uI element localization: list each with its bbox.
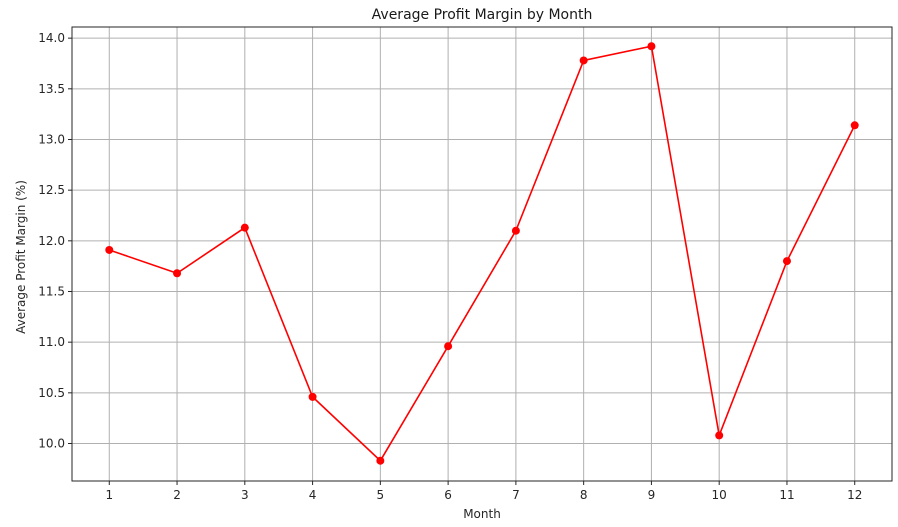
x-tick-label: 5: [377, 488, 385, 502]
data-point: [715, 431, 724, 440]
y-tick-label: 14.0: [38, 31, 65, 45]
y-tick-label: 13.5: [38, 82, 65, 96]
data-point: [444, 342, 453, 351]
plot-frame: [71, 26, 893, 482]
y-axis-title: Average Profit Margin (%): [14, 180, 28, 334]
data-point: [308, 392, 317, 401]
data-point: [173, 269, 182, 278]
x-tick-label: 12: [847, 488, 862, 502]
x-tick-label: 10: [712, 488, 727, 502]
x-tick-label: 2: [173, 488, 181, 502]
grid: [72, 27, 892, 481]
y-tick-label: 10.5: [38, 386, 65, 400]
data-point: [782, 257, 791, 266]
x-tick-label: 11: [779, 488, 794, 502]
x-tick-label: 4: [309, 488, 317, 502]
axes: 1 2 3 4 5 6 7 8 9 10 11 1210.010.511.011.512.012.51…: [38, 26, 893, 502]
data-point: [105, 245, 114, 254]
series-line: [109, 45, 856, 463]
x-tick-label: 8: [580, 488, 588, 502]
x-tick-label: 1: [105, 488, 113, 502]
x-tick-label: 9: [648, 488, 656, 502]
data-point: [647, 42, 656, 51]
x-tick-label: 6: [444, 488, 452, 502]
data-point: [376, 456, 385, 465]
y-tick-label: 13.0: [38, 132, 65, 146]
y-tick-label: 11.0: [38, 335, 65, 349]
y-tick-label: 11.5: [38, 284, 65, 298]
data-point: [850, 121, 859, 130]
y-tick-label: 10.0: [38, 437, 65, 451]
y-tick-label: 12.0: [38, 234, 65, 248]
x-axis-title: Month: [463, 507, 501, 521]
series-layer: [105, 42, 859, 465]
x-tick-label: 3: [241, 488, 249, 502]
data-point: [579, 56, 588, 65]
data-point: [240, 223, 249, 232]
chart-title: Average Profit Margin by Month: [372, 7, 593, 23]
x-tick-label: 7: [512, 488, 520, 502]
data-point: [511, 226, 520, 235]
y-tick-label: 12.5: [38, 183, 65, 197]
